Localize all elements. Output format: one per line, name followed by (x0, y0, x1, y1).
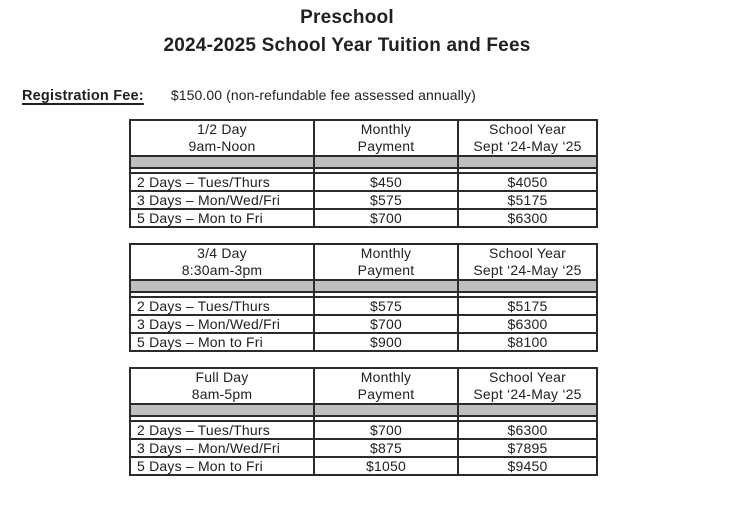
school-year-cell: $9450 (457, 456, 598, 476)
table-row: 2 Days – Tues/Thurs $575 $5175 (129, 296, 598, 316)
monthly-cell: $575 (313, 190, 459, 210)
program-header: 1/2 Day 9am-Noon (129, 119, 315, 157)
schedule-cell: 5 Days – Mon to Fri (129, 332, 315, 352)
monthly-cell: $700 (313, 420, 459, 440)
registration-fee-label: Registration Fee: (22, 88, 144, 104)
program-hours: 8:30am-3pm (181, 262, 263, 278)
monthly-cell: $900 (313, 332, 459, 352)
school-year-cell: $6300 (457, 208, 598, 228)
monthly-cell: $575 (313, 296, 459, 316)
schedule-cell: 2 Days – Tues/Thurs (129, 296, 315, 316)
shaded-spacer-row (129, 155, 598, 169)
program-hours: 9am-Noon (188, 138, 256, 154)
tuition-tables: 1/2 Day 9am-Noon Monthly Payment School … (0, 119, 732, 476)
page-subtitle: 2024-2025 School Year Tuition and Fees (163, 35, 531, 56)
table-row: 3 Days – Mon/Wed/Fri $700 $6300 (129, 314, 598, 334)
table-row: 5 Days – Mon to Fri $1050 $9450 (129, 456, 598, 476)
tuition-table-full-day: Full Day 8am-5pm Monthly Payment School … (129, 367, 598, 476)
document-header: Preschool 2024-2025 School Year Tuition … (0, 0, 694, 61)
table-row: 5 Days – Mon to Fri $700 $6300 (129, 208, 598, 228)
school-year-cell: $6300 (457, 420, 598, 440)
program-name: Full Day (195, 369, 249, 385)
school-year-cell: $5175 (457, 190, 598, 210)
shaded-spacer-row (129, 403, 598, 417)
school-year-cell: $6300 (457, 314, 598, 334)
school-year-header: School Year Sept ‘24-May ‘25 (457, 367, 598, 405)
registration-fee-value: $150.00 (non-refundable fee assessed ann… (170, 87, 476, 103)
monthly-cell: $700 (313, 314, 459, 334)
schedule-cell: 2 Days – Tues/Thurs (129, 420, 315, 440)
gap-spacer-row (129, 415, 598, 422)
monthly-payment-header: Monthly Payment (313, 367, 459, 405)
table-row: 3 Days – Mon/Wed/Fri $875 $7895 (129, 438, 598, 458)
school-year-cell: $4050 (457, 172, 598, 192)
school-year-header: School Year Sept ‘24-May ‘25 (457, 119, 598, 157)
table-row: 5 Days – Mon to Fri $900 $8100 (129, 332, 598, 352)
schedule-cell: 5 Days – Mon to Fri (129, 208, 315, 228)
schedule-cell: 5 Days – Mon to Fri (129, 456, 315, 476)
table-row: 2 Days – Tues/Thurs $450 $4050 (129, 172, 598, 192)
schedule-cell: 3 Days – Mon/Wed/Fri (129, 438, 315, 458)
monthly-cell: $875 (313, 438, 459, 458)
registration-fee-line: Registration Fee: $150.00 (non-refundabl… (22, 87, 732, 104)
header-row: Full Day 8am-5pm Monthly Payment School … (129, 367, 598, 405)
school-year-cell: $8100 (457, 332, 598, 352)
program-name: 1/2 Day (197, 121, 247, 137)
gap-spacer-row (129, 291, 598, 298)
table-row: 3 Days – Mon/Wed/Fri $575 $5175 (129, 190, 598, 210)
schedule-cell: 2 Days – Tues/Thurs (129, 172, 315, 192)
school-year-cell: $7895 (457, 438, 598, 458)
schedule-cell: 3 Days – Mon/Wed/Fri (129, 190, 315, 210)
page-title: Preschool (300, 7, 394, 28)
table-row: 2 Days – Tues/Thurs $700 $6300 (129, 420, 598, 440)
header-row: 1/2 Day 9am-Noon Monthly Payment School … (129, 119, 598, 157)
school-year-header: School Year Sept ‘24-May ‘25 (457, 243, 598, 281)
program-header: Full Day 8am-5pm (129, 367, 315, 405)
schedule-cell: 3 Days – Mon/Wed/Fri (129, 314, 315, 334)
header-row: 3/4 Day 8:30am-3pm Monthly Payment Schoo… (129, 243, 598, 281)
gap-spacer-row (129, 167, 598, 174)
monthly-payment-header: Monthly Payment (313, 243, 459, 281)
tuition-table-half-day: 1/2 Day 9am-Noon Monthly Payment School … (129, 119, 598, 228)
tuition-table-three-quarter-day: 3/4 Day 8:30am-3pm Monthly Payment Schoo… (129, 243, 598, 352)
program-header: 3/4 Day 8:30am-3pm (129, 243, 315, 281)
monthly-cell: $450 (313, 172, 459, 192)
program-hours: 8am-5pm (191, 386, 253, 402)
school-year-cell: $5175 (457, 296, 598, 316)
shaded-spacer-row (129, 279, 598, 293)
program-name: 3/4 Day (197, 245, 247, 261)
monthly-payment-header: Monthly Payment (313, 119, 459, 157)
monthly-cell: $700 (313, 208, 459, 228)
monthly-cell: $1050 (313, 456, 459, 476)
